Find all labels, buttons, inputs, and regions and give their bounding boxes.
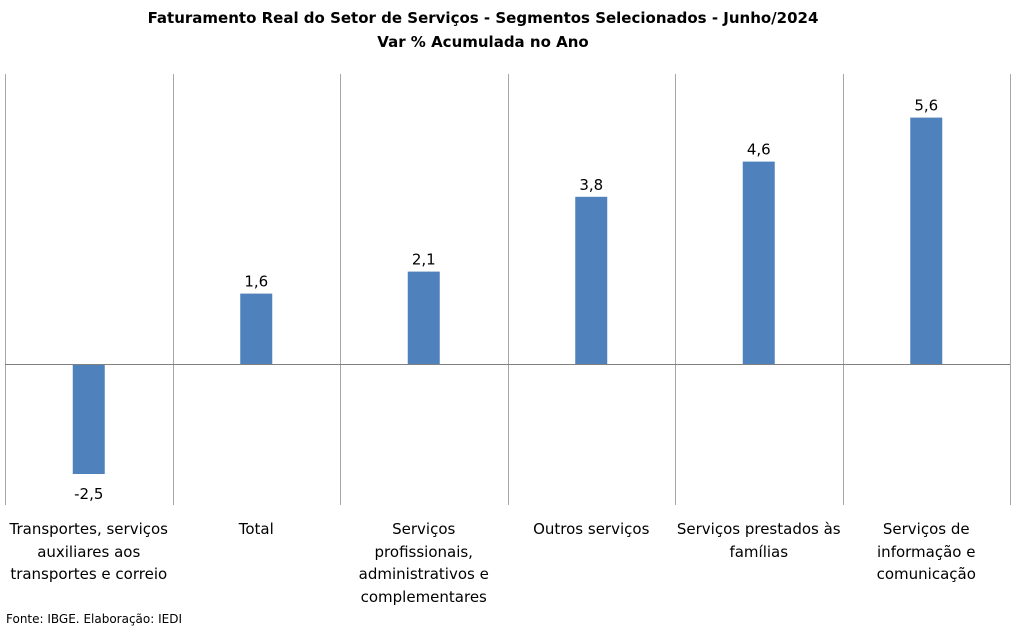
data-label: 4,6 [747,141,771,159]
category-label: Total [173,518,339,541]
source-note: Fonte: IBGE. Elaboração: IEDI [6,612,183,626]
data-label: 2,1 [412,251,436,269]
category-label: Transportes, serviços auxiliares aos trans… [6,518,172,586]
category-label: Serviços profissionais, administrativos e… [341,518,507,608]
category-label-line: complementares [360,587,487,606]
data-label: 3,8 [579,176,603,194]
bar [910,117,943,364]
category-label-line: auxiliares aos [37,542,141,561]
bar [407,271,440,364]
category-label-line: administrativos e [358,565,489,583]
category-label-line: Total [238,520,274,538]
bar [742,161,775,364]
chart-title-line1: Faturamento Real do Setor de Serviços - … [147,9,819,27]
data-label: 1,6 [244,273,268,291]
bar [72,364,105,474]
category-label-line: Outros serviços [533,520,650,538]
category-label-line: Serviços de [882,520,970,538]
category-label: Outros serviços [508,518,674,541]
category-label: Serviços prestados às famílias [676,518,842,563]
category-label-line: transportes e correio [10,565,168,583]
bar [240,293,273,364]
data-label: 5,6 [914,97,938,115]
bar [575,196,608,364]
category-label-line: comunicação [876,565,976,583]
chart-subtitle: Var % Acumulada no Ano [377,33,589,51]
category-label-line: Serviços profissionais, [374,520,473,561]
category-label-line: Transportes, serviços [9,520,168,538]
category-label-line: famílias [729,542,789,561]
category-label-line: Serviços prestados às [676,520,841,538]
category-label-line: informação e [877,542,976,561]
data-label: -2,5 [74,485,103,503]
category-label: Serviços de informação e comunicação [843,518,1009,586]
chart-title: Faturamento Real do Setor de Serviços - … [0,6,966,54]
